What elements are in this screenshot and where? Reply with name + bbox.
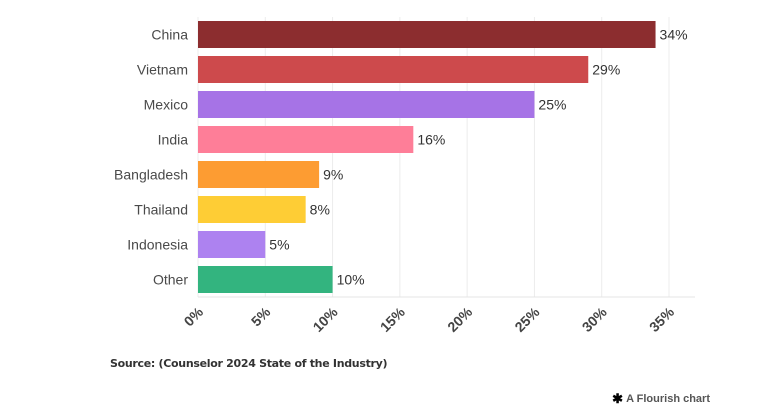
value-label: 9% <box>323 167 343 183</box>
bar-indonesia[interactable] <box>198 231 266 258</box>
x-tick-label: 35% <box>646 303 678 335</box>
value-label: 5% <box>269 237 289 253</box>
bar-other[interactable] <box>198 266 333 293</box>
x-tick-label: 5% <box>248 303 274 329</box>
x-tick-label: 0% <box>180 303 206 329</box>
value-labels: 34% 29% 25% 16% 9% 8% 5% 10% <box>269 27 687 288</box>
bar-mexico[interactable] <box>198 91 535 118</box>
value-label: 29% <box>592 62 620 78</box>
bar-china[interactable] <box>198 21 656 48</box>
bar-india[interactable] <box>198 126 414 153</box>
value-label: 8% <box>310 202 330 218</box>
value-label: 25% <box>538 97 566 113</box>
bar-thailand[interactable] <box>198 196 306 223</box>
category-label: China <box>151 27 188 43</box>
source-note: Source: (Counselor 2024 State of the Ind… <box>110 357 388 370</box>
category-label: Mexico <box>144 97 189 113</box>
x-tick-label: 30% <box>579 303 611 335</box>
bar-bangladesh[interactable] <box>198 161 320 188</box>
x-tick-label: 10% <box>310 303 342 335</box>
bar-vietnam[interactable] <box>198 56 589 83</box>
x-axis-ticks: 0% 5% 10% 15% 20% 25% 30% 35% <box>180 303 677 335</box>
category-label: India <box>158 132 189 148</box>
category-label: Bangladesh <box>114 167 188 183</box>
value-label: 16% <box>417 132 445 148</box>
flourish-asterisk-icon: ✱ <box>612 391 624 406</box>
category-labels: China Vietnam Mexico India Bangladesh Thailan… <box>114 27 188 288</box>
bars <box>198 21 656 293</box>
x-tick-label: 20% <box>444 303 476 335</box>
bar-chart: China Vietnam Mexico India Bangladesh Thailan… <box>114 17 695 335</box>
category-label: Indonesia <box>127 237 188 253</box>
value-label: 34% <box>660 27 688 43</box>
credit-label: A Flourish chart <box>626 392 710 405</box>
flourish-credit-link[interactable]: ✱ A Flourish chart <box>612 392 710 405</box>
x-tick-label: 25% <box>511 303 543 335</box>
x-tick-label: 15% <box>377 303 409 335</box>
value-label: 10% <box>337 272 365 288</box>
category-label: Other <box>153 272 188 288</box>
category-label: Thailand <box>134 202 188 218</box>
category-label: Vietnam <box>137 62 188 78</box>
